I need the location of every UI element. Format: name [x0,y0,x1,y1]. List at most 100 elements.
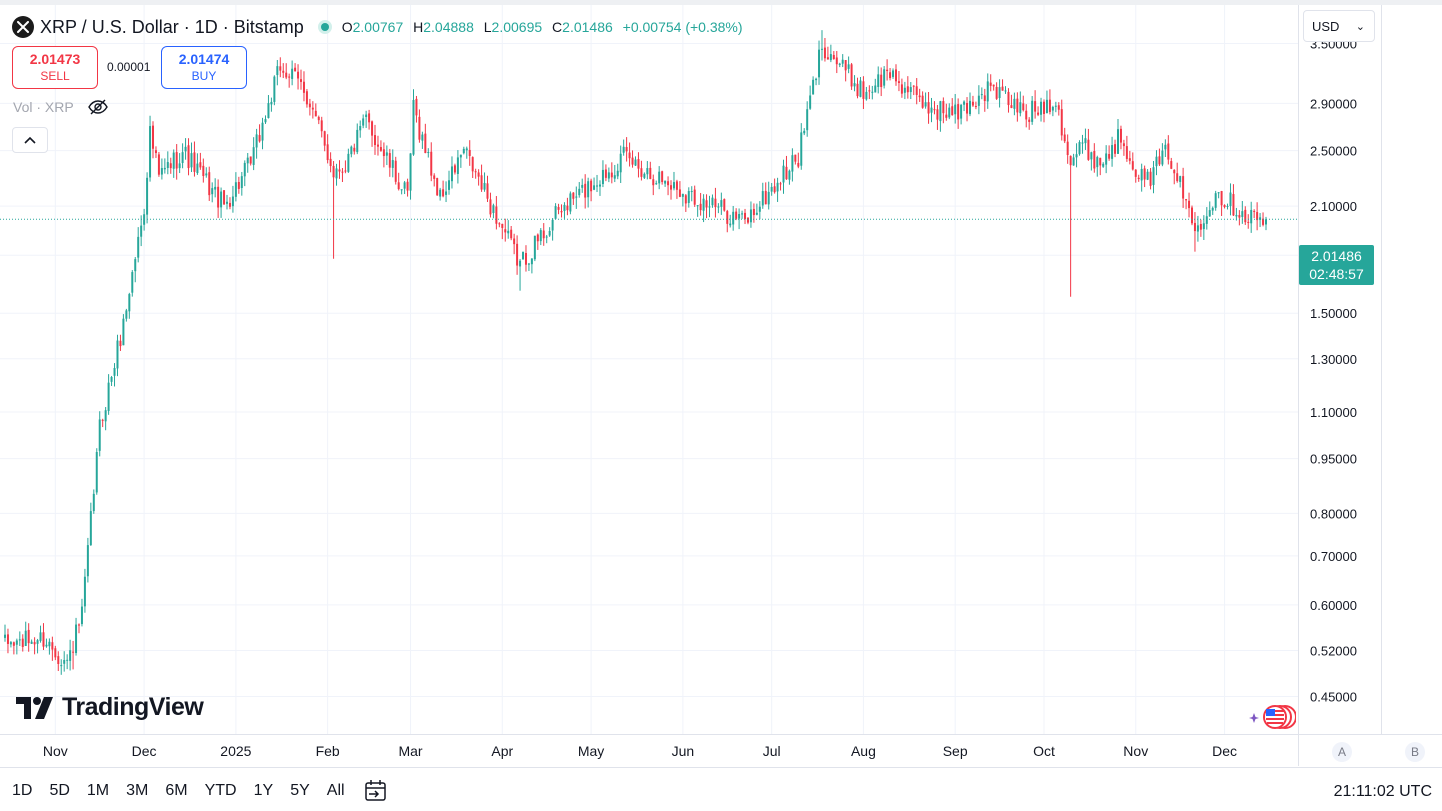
candle-body [344,170,347,172]
candle-body [702,198,705,211]
range-5y[interactable]: 5Y [290,782,310,799]
candle-body [681,193,684,197]
candle-body [921,95,924,108]
time-tick-label: 2025 [220,743,251,759]
candle-body [240,176,243,189]
buy-button[interactable]: 2.01474 BUY [161,46,247,89]
chevron-down-icon: ⌄ [1355,21,1365,33]
candle-body [45,644,48,647]
spread-value: 0.00001 [107,60,151,74]
candle-body [933,109,936,111]
candle-body [936,109,939,120]
range-ytd[interactable]: YTD [204,782,237,799]
chart-pane[interactable] [0,5,1298,734]
candle-body [448,180,451,190]
symbol-title[interactable]: XRP / U.S. Dollar · 1D · Bitstamp [40,16,304,37]
range-3m[interactable]: 3M [126,782,149,799]
sell-button[interactable]: 2.01473 SELL [12,46,98,89]
candle-body [773,186,776,193]
collapse-legend-button[interactable] [12,127,48,153]
candle-body [107,382,110,411]
candle-body [1007,91,1010,106]
candle-body [78,624,81,626]
candle-body [403,182,406,189]
candle-body [42,632,45,647]
candle-body [264,119,267,123]
candle-body [1111,145,1114,159]
utc-clock[interactable]: 21:11:02 UTC [1333,783,1432,800]
candle-body [1199,224,1202,230]
xrp-logo-icon[interactable] [12,16,34,38]
candle-body [4,634,6,638]
time-axis[interactable]: Nov Dec 2025 Feb Mar Apr May Jun Jul Aug Sep Oct Nov… [0,734,1298,766]
candle-body [300,79,303,82]
candle-body [72,651,75,653]
candle-body [1010,105,1013,108]
range-1d[interactable]: 1D [12,782,33,799]
candle-body [110,377,113,382]
candle-body [992,84,995,87]
candle-body [903,87,906,93]
candle-body [33,642,36,645]
range-all[interactable]: All [326,782,345,799]
range-1m[interactable]: 1M [86,782,110,799]
candle-body [187,145,190,169]
candle-body [640,168,643,177]
candle-body [613,175,616,179]
candle-body [1096,157,1099,168]
candle-body [983,95,986,102]
candle-body [809,95,812,109]
candle-body [261,122,264,141]
candle-body [687,191,690,203]
candle-body [631,157,634,165]
candle-body [311,107,314,110]
candle-body [1250,209,1253,224]
eye-off-icon[interactable] [87,99,108,115]
candle-body [711,197,714,206]
calendar-range-icon[interactable] [363,778,389,804]
us-flag-icon[interactable] [1246,703,1297,731]
candle-body [21,638,24,647]
candle-body [258,135,261,142]
bottom-toolbar: 1D 5D 1M 3M 6M YTD 1Y 5Y All 21:11:02 UT… [0,767,1442,811]
candle-body [465,148,468,151]
candle-body [1057,105,1060,110]
candle-body [119,340,122,347]
candle-body [1108,154,1111,159]
candle-body [193,152,196,172]
candle-body [433,175,436,179]
candle-body [308,103,311,108]
range-6m[interactable]: 6M [165,782,188,799]
candle-body [862,81,865,99]
candle-body [57,656,60,665]
price-axis[interactable]: 3.500002.900002.500002.100001.800001.500… [1298,5,1381,734]
candle-body [1190,207,1193,224]
candle-body [554,206,557,219]
candle-body [714,198,717,208]
candle-body [48,641,51,647]
candle-body [587,181,590,198]
candle-body [610,172,613,178]
candle-body [616,170,619,177]
candle-body [889,72,892,79]
candle-body [1116,129,1119,154]
candle-body [374,135,377,146]
candle-body [190,153,193,168]
candle-body [1102,163,1105,167]
range-1y[interactable]: 1Y [253,782,274,799]
scale-b-button[interactable]: B [1405,742,1425,762]
candlestick-chart[interactable] [0,5,1298,734]
tradingview-logo[interactable]: TradingView [16,693,204,722]
range-5d[interactable]: 5D [49,782,70,799]
candle-body [628,152,631,159]
currency-select[interactable]: USD ⌄ [1303,10,1375,42]
auto-scale-button[interactable]: A [1332,742,1352,762]
candle-body [732,211,735,225]
candle-body [415,98,418,116]
candle-body [886,69,889,72]
price-tick-label: 0.70000 [1310,549,1357,564]
time-tick-label: Feb [316,743,340,759]
candle-body [738,214,741,219]
candle-body [1241,211,1244,217]
candle-body [382,149,385,157]
